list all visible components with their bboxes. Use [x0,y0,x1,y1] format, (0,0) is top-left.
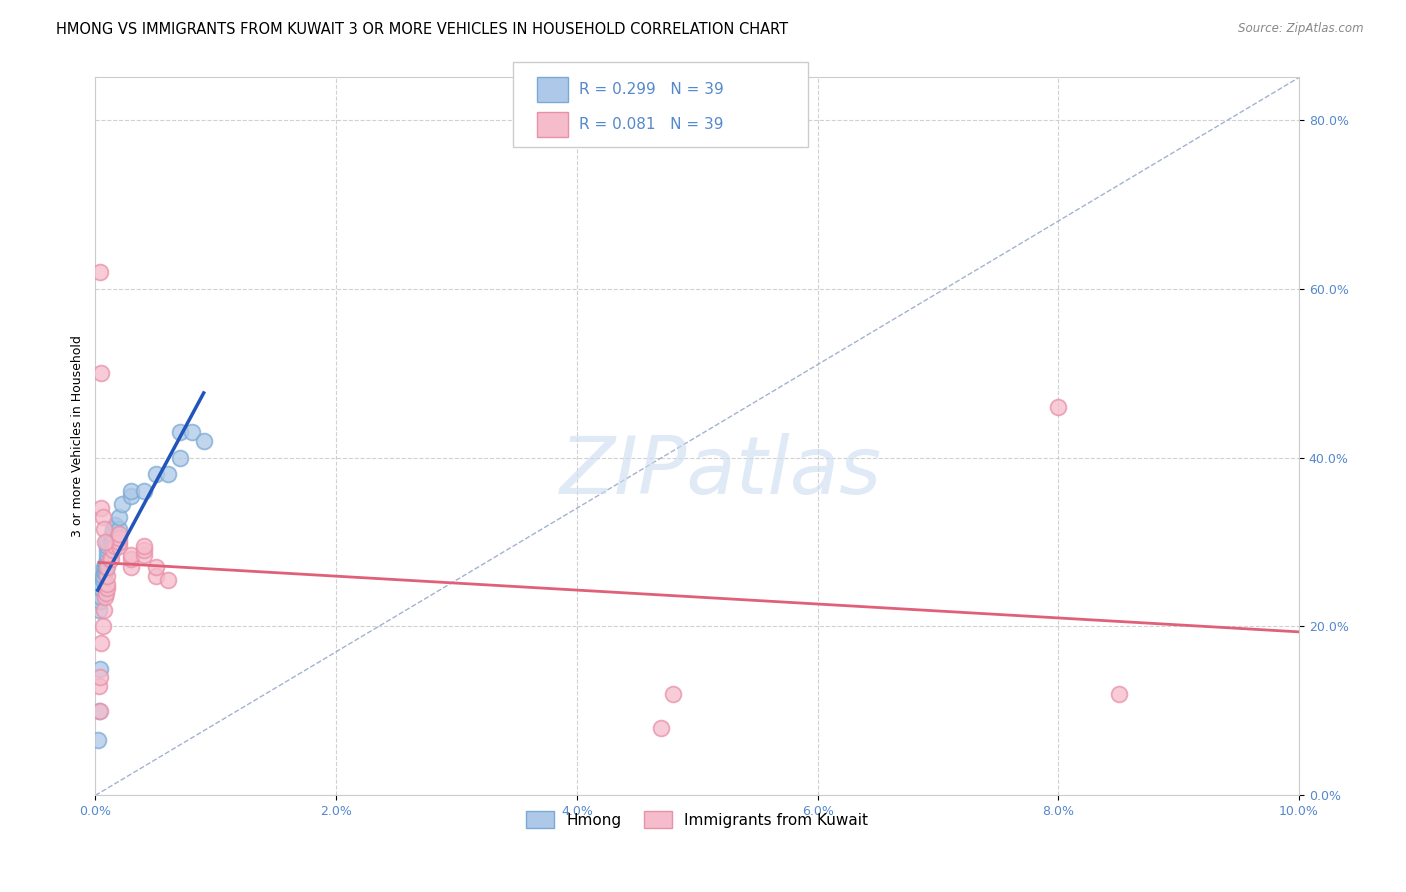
Text: ZIPatlas: ZIPatlas [560,434,883,511]
Point [96,582,118,596]
Point [96,560,118,574]
Point [94,565,117,579]
Point [96,543,118,558]
Point [96,552,118,566]
Point [96,556,118,570]
Point [108,522,131,536]
Point [89,670,111,684]
Point [180,425,202,440]
Point [91,568,114,582]
Point [156,467,179,482]
Point [650,721,672,735]
Point [93,522,115,536]
Point [132,539,155,553]
Point [104,539,127,553]
Point [98,552,121,566]
Point [121,548,143,562]
Point [121,484,143,499]
Point [94,590,117,604]
Point [93,560,115,574]
Text: R = 0.081   N = 39: R = 0.081 N = 39 [579,118,724,132]
Y-axis label: 3 or more Vehicles in Household: 3 or more Vehicles in Household [72,335,84,537]
Point [96,548,118,562]
Point [121,552,143,566]
Point [662,687,685,701]
Text: R = 0.299   N = 39: R = 0.299 N = 39 [579,82,724,96]
Point [90,577,112,591]
Point [101,531,124,545]
Point [93,602,115,616]
Point [169,425,191,440]
Point [100,552,122,566]
Point [91,619,114,633]
Point [156,573,179,587]
Point [90,582,112,596]
Point [96,539,118,553]
Point [108,535,131,549]
Point [132,548,155,562]
Point [121,560,143,574]
Point [108,526,131,541]
Point [87,679,110,693]
Point [101,526,124,541]
Point [1108,687,1130,701]
Point [169,450,191,465]
Point [104,518,127,533]
Point [93,565,115,579]
Point [96,568,118,582]
Point [193,434,215,448]
Point [94,535,117,549]
Point [96,535,118,549]
Point [94,560,117,574]
Point [103,522,125,536]
Point [100,535,122,549]
Point [111,497,134,511]
Text: Source: ZipAtlas.com: Source: ZipAtlas.com [1239,22,1364,36]
Text: HMONG VS IMMIGRANTS FROM KUWAIT 3 OR MORE VEHICLES IN HOUSEHOLD CORRELATION CHAR: HMONG VS IMMIGRANTS FROM KUWAIT 3 OR MOR… [56,22,789,37]
Point [108,539,131,553]
Point [145,560,167,574]
Point [87,733,110,747]
Point [96,556,118,570]
Point [91,573,114,587]
Point [89,594,111,608]
Point [89,704,111,718]
Point [90,366,112,380]
Point [96,577,118,591]
Point [90,590,112,604]
Point [108,531,131,545]
Point [145,467,167,482]
Point [121,489,143,503]
Point [132,484,155,499]
Point [89,662,111,676]
Point [87,602,110,616]
Point [108,509,131,524]
Point [87,704,110,718]
Point [96,585,118,599]
Point [132,543,155,558]
Point [103,543,125,558]
Point [89,265,111,279]
Point [90,636,112,650]
Point [91,509,114,524]
Legend: Hmong, Immigrants from Kuwait: Hmong, Immigrants from Kuwait [520,805,875,834]
Point [90,501,112,516]
Point [1047,400,1070,414]
Point [145,568,167,582]
Point [96,560,118,574]
